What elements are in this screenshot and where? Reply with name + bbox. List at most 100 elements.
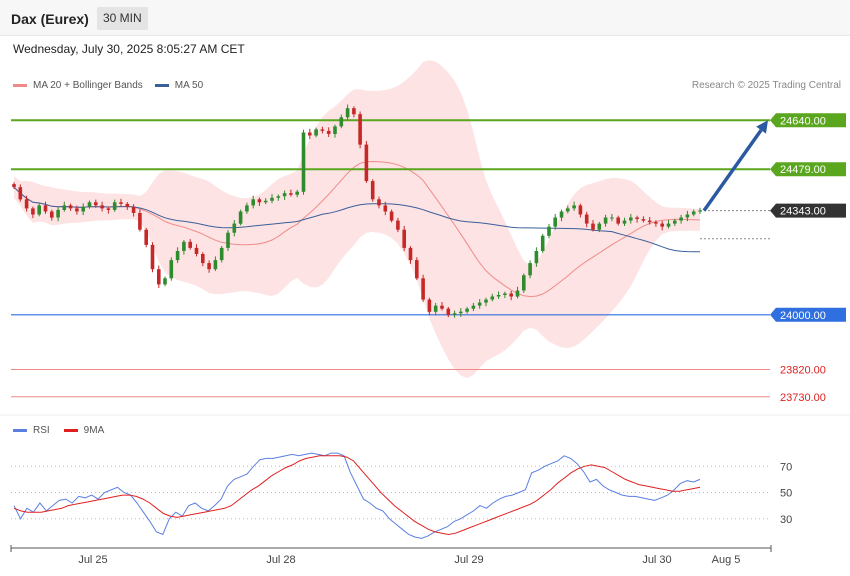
candle: [263, 198, 268, 205]
timeframe-button[interactable]: 30 MIN: [97, 7, 148, 30]
candle: [56, 207, 60, 222]
candle-body: [100, 205, 104, 209]
candle-body: [232, 223, 237, 233]
candle: [452, 310, 457, 318]
candle: [496, 291, 501, 299]
candle: [685, 210, 690, 222]
candle: [691, 209, 696, 217]
candle-body: [509, 293, 513, 297]
rsi-tick-label: 50: [780, 488, 792, 500]
candle-body: [333, 126, 337, 134]
candle: [540, 233, 545, 253]
candle-body: [496, 295, 501, 297]
candle-body: [188, 241, 192, 248]
candle: [194, 244, 199, 257]
legend-9ma-label: 9MA: [83, 425, 105, 436]
candle: [591, 220, 595, 232]
candle-body: [433, 305, 438, 312]
level-label-text: 23820.00: [780, 365, 826, 377]
candle-body: [597, 223, 602, 230]
candle-body: [175, 251, 180, 261]
candle: [207, 260, 211, 273]
candle-body: [18, 187, 23, 200]
candle-body: [572, 205, 576, 209]
candle: [427, 297, 432, 315]
candle-body: [616, 217, 620, 224]
candle-body: [553, 217, 557, 227]
candle: [578, 203, 583, 218]
level-label-resistance: 24479.00: [770, 162, 846, 177]
candle-body: [389, 211, 394, 221]
level-label-text: 24479.00: [780, 164, 826, 176]
legend-ma50-swatch: [154, 84, 169, 87]
legend-9ma: 9MA: [63, 425, 105, 436]
candle-body: [289, 193, 293, 195]
level-labels: 24640.00 24479.00 24343.00 24000.00 23820.00…: [770, 113, 846, 404]
candle-body: [119, 202, 123, 204]
candle-body: [276, 196, 281, 198]
candle: [226, 230, 230, 251]
candle: [213, 256, 218, 271]
bollinger-band: [14, 60, 700, 378]
candle: [18, 184, 23, 202]
candles: [12, 104, 702, 318]
candle: [219, 246, 224, 263]
candle-body: [163, 278, 167, 285]
candle: [465, 306, 469, 314]
candle: [333, 124, 337, 138]
candle-body: [43, 205, 48, 212]
candle: [641, 216, 646, 223]
candle: [660, 220, 664, 231]
candle: [364, 141, 369, 183]
candle: [157, 265, 161, 288]
candle-body: [314, 129, 318, 136]
candle-body: [629, 217, 633, 221]
candle: [62, 201, 67, 212]
price-levels: [11, 119, 770, 398]
candle: [629, 213, 633, 224]
candle: [471, 302, 476, 312]
x-tick-label: Jul 30: [642, 554, 671, 566]
candle-body: [528, 263, 532, 276]
candle-body: [24, 199, 29, 209]
candle: [112, 199, 117, 212]
candle: [12, 182, 16, 189]
candle-body: [308, 132, 312, 136]
legend-ma20-label: MA 20 + Bollinger Bands: [33, 80, 143, 91]
candle: [509, 290, 513, 301]
legend-ma50-label: MA 50: [174, 80, 204, 91]
candle-body: [679, 217, 683, 221]
candle-body: [622, 220, 627, 224]
level-label-text: 23730.00: [780, 392, 826, 404]
candle: [163, 276, 167, 287]
candle-body: [219, 247, 224, 261]
candle-body: [396, 220, 400, 230]
chart-datetime: Wednesday, July 30, 2025 8:05:27 AM CET: [13, 42, 245, 56]
candle: [188, 239, 192, 250]
candle: [106, 206, 111, 214]
candle-body: [685, 214, 690, 218]
candle: [559, 209, 564, 222]
candle-body: [377, 199, 381, 206]
candle-body: [660, 223, 664, 227]
candle-body: [182, 241, 186, 251]
candle: [433, 302, 438, 316]
level-label-bg: [770, 307, 846, 322]
candle: [345, 104, 350, 120]
level-label-text: 24640.00: [780, 115, 826, 127]
candle: [131, 204, 136, 217]
candle: [87, 200, 92, 209]
candle: [358, 111, 362, 149]
level-label-support-light: 23730.00: [780, 392, 826, 404]
candle-body: [440, 305, 444, 309]
candle-body: [345, 108, 350, 118]
candle-body: [213, 260, 218, 270]
level-label-support-light: 23820.00: [780, 365, 826, 377]
candle: [138, 209, 142, 232]
rsi-tick-label: 70: [780, 461, 792, 473]
candle-body: [194, 247, 199, 254]
candle-body: [459, 311, 463, 314]
candle: [100, 201, 104, 212]
candle: [301, 129, 306, 195]
target-arrow: [702, 120, 768, 212]
